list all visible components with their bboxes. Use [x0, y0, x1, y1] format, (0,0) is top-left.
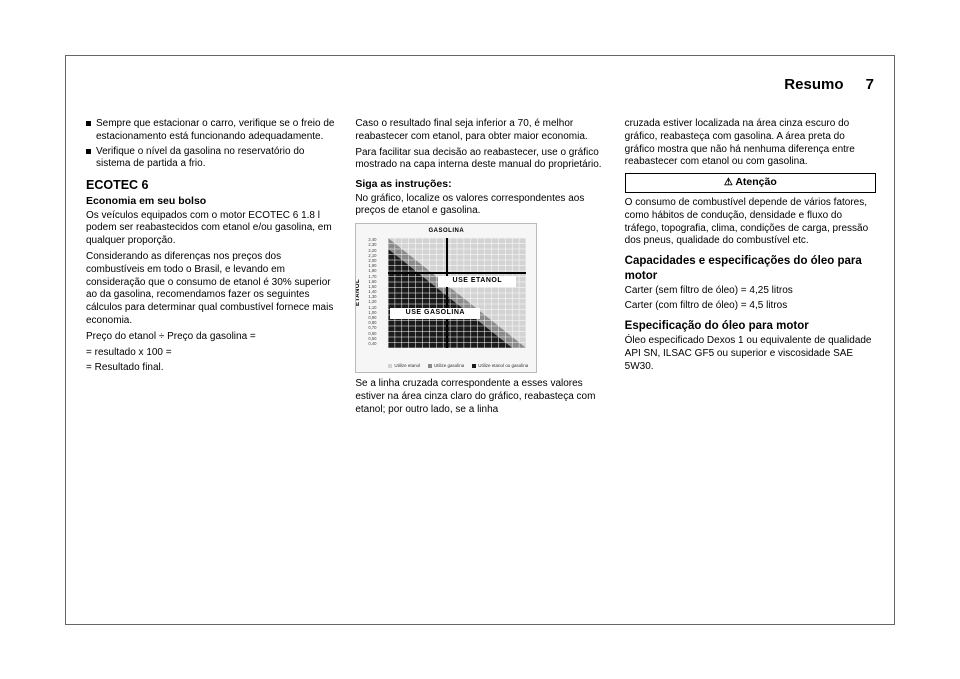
bullet-text: Sempre que estacionar o carro, verifique… — [96, 118, 337, 144]
bullet-text: Verifique o nível da gasolina no reserva… — [96, 146, 337, 172]
warning-icon: ⚠ — [724, 177, 733, 188]
body-text: = Resultado final. — [86, 362, 337, 375]
column-1: Sempre que estacionar o carro, verifique… — [86, 118, 337, 420]
body-text: cruzada estiver localizada na área cinza… — [625, 118, 876, 169]
body-text: Carter (sem filtro de óleo) = 4,25 litro… — [625, 285, 876, 298]
body-text: No gráfico, localize os valores correspo… — [355, 193, 606, 219]
bullet-item: Sempre que estacionar o carro, verifique… — [86, 118, 337, 144]
fuel-chart: GASOLINA ETANOL 2,402,302,202,102,001,90… — [355, 223, 537, 373]
body-text: O consumo de combustível depende de vári… — [625, 197, 876, 248]
body-text: = resultado x 100 = — [86, 347, 337, 360]
chart-y-label: ETANOL — [355, 278, 363, 305]
body-text: Carter (com filtro de óleo) = 4,5 litros — [625, 300, 876, 313]
content-columns: Sempre que estacionar o carro, verifique… — [86, 118, 876, 420]
page-number: 7 — [866, 76, 874, 93]
legend-item: Utilize etanol — [388, 363, 420, 369]
chart-label-gasolina: USE GASOLINA — [390, 308, 480, 319]
body-text: Os veículos equipados com o motor ECOTEC… — [86, 210, 337, 248]
bullet-item: Verifique o nível da gasolina no reserva… — [86, 146, 337, 172]
body-text: Se a linha cruzada correspondente a esse… — [355, 378, 606, 416]
chart-y-ticks: 2,402,302,202,102,001,901,801,701,601,50… — [368, 238, 376, 347]
page-frame: Resumo 7 Sempre que estacionar o carro, … — [65, 55, 895, 625]
warning-label: Atenção — [735, 176, 776, 188]
bullet-icon — [86, 121, 91, 126]
chart-crosshair-v — [446, 238, 448, 348]
heading-instructions: Siga as instruções: — [355, 178, 606, 191]
chart-plot-area: USE ETANOL USE GASOLINA — [388, 238, 526, 348]
chart-crosshair-h — [388, 272, 526, 274]
legend-item: Utilize etanol ou gasolina — [472, 363, 528, 369]
chart-grid — [388, 238, 526, 348]
body-text: Preço do etanol ÷ Preço da gasolina = — [86, 331, 337, 344]
heading-economia: Economia em seu bolso — [86, 195, 337, 208]
body-text: Para facilitar sua decisão ao reabastece… — [355, 147, 606, 173]
column-3: cruzada estiver localizada na área cinza… — [625, 118, 876, 420]
heading-capacities: Capacidades e especificações do óleo par… — [625, 254, 876, 283]
section-title: Resumo — [784, 76, 843, 93]
warning-box: ⚠ Atenção — [625, 173, 876, 193]
body-text: Considerando as diferenças nos preços do… — [86, 251, 337, 328]
chart-x-label: GASOLINA — [356, 228, 536, 236]
heading-ecotec: ECOTEC 6 — [86, 177, 337, 193]
heading-oil-spec: Especificação do óleo para motor — [625, 319, 876, 334]
chart-legend: Utilize etanol Utilize gasolina Utilize … — [388, 363, 528, 369]
page-header: Resumo 7 — [784, 76, 874, 93]
chart-label-etanol: USE ETANOL — [438, 276, 516, 287]
body-text: Caso o resultado final seja inferior a 7… — [355, 118, 606, 144]
bullet-icon — [86, 149, 91, 154]
legend-item: Utilize gasolina — [428, 363, 464, 369]
body-text: Óleo especificado Dexos 1 ou equivalente… — [625, 335, 876, 373]
column-2: Caso o resultado final seja inferior a 7… — [355, 118, 606, 420]
